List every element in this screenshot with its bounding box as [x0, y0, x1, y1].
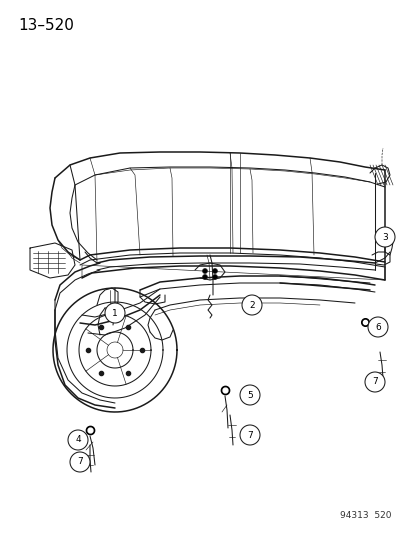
Circle shape: [105, 303, 125, 323]
Text: 7: 7: [77, 457, 83, 466]
Circle shape: [212, 269, 217, 273]
Text: 7: 7: [371, 377, 377, 386]
Circle shape: [242, 295, 261, 315]
Circle shape: [374, 227, 394, 247]
Circle shape: [240, 425, 259, 445]
Text: 94313  520: 94313 520: [339, 511, 391, 520]
Circle shape: [202, 274, 207, 279]
Text: 4: 4: [75, 435, 81, 445]
Circle shape: [212, 274, 217, 279]
Text: 13–520: 13–520: [18, 18, 74, 33]
Circle shape: [364, 372, 384, 392]
Circle shape: [202, 269, 207, 273]
Circle shape: [68, 430, 88, 450]
Text: 3: 3: [381, 232, 387, 241]
Text: 1: 1: [112, 309, 118, 318]
Text: 2: 2: [249, 301, 254, 310]
Text: 6: 6: [374, 322, 380, 332]
Text: 5: 5: [247, 391, 252, 400]
Circle shape: [240, 385, 259, 405]
Circle shape: [70, 452, 90, 472]
Circle shape: [367, 317, 387, 337]
Text: 7: 7: [247, 431, 252, 440]
